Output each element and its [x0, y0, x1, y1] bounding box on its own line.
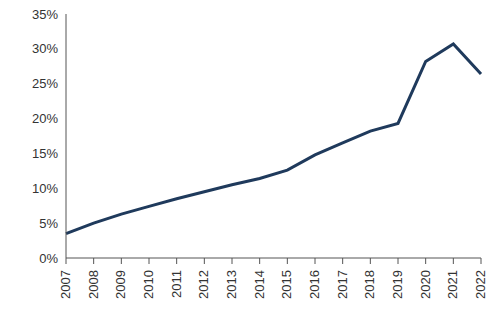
- svg-text:2009: 2009: [113, 270, 128, 299]
- svg-text:0%: 0%: [39, 251, 58, 266]
- svg-text:2007: 2007: [58, 270, 73, 299]
- svg-text:2013: 2013: [224, 270, 239, 299]
- svg-text:2011: 2011: [169, 270, 184, 298]
- svg-text:5%: 5%: [39, 216, 58, 231]
- svg-text:2014: 2014: [252, 270, 267, 299]
- svg-text:30%: 30%: [32, 41, 58, 56]
- svg-text:2019: 2019: [390, 270, 405, 299]
- svg-text:20%: 20%: [32, 111, 58, 126]
- svg-text:25%: 25%: [32, 76, 58, 91]
- svg-text:2022: 2022: [473, 270, 488, 299]
- svg-text:2015: 2015: [279, 270, 294, 299]
- svg-text:2021: 2021: [445, 270, 460, 299]
- svg-text:2016: 2016: [307, 270, 322, 299]
- svg-text:2020: 2020: [418, 270, 433, 299]
- svg-text:2018: 2018: [362, 270, 377, 299]
- svg-text:35%: 35%: [32, 7, 58, 22]
- svg-text:15%: 15%: [32, 146, 58, 161]
- svg-text:2008: 2008: [86, 270, 101, 299]
- svg-text:2010: 2010: [141, 270, 156, 299]
- svg-text:10%: 10%: [32, 181, 58, 196]
- svg-text:2017: 2017: [335, 270, 350, 299]
- svg-text:2012: 2012: [196, 270, 211, 299]
